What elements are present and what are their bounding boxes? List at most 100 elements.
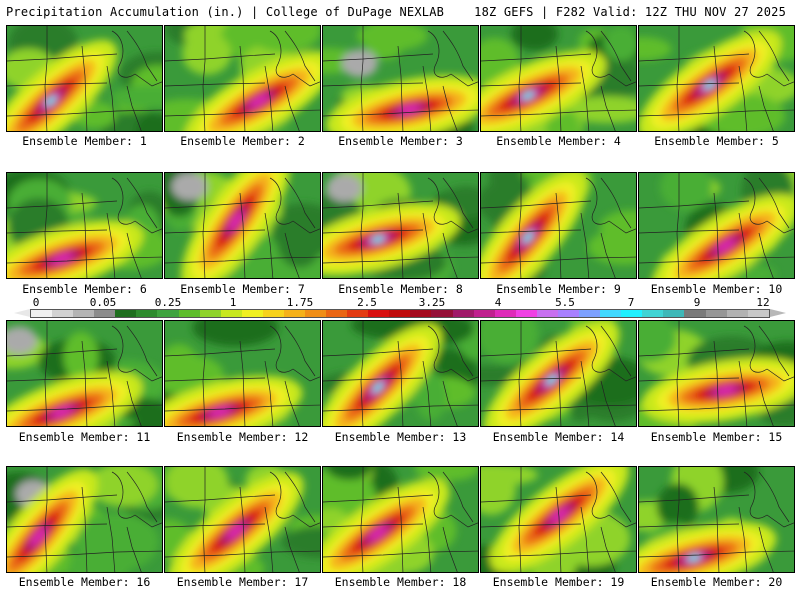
ensemble-member-map: [480, 466, 637, 573]
colorbar-swatch: [600, 310, 622, 317]
ensemble-member-label: Ensemble Member: 5: [654, 134, 779, 148]
colorbar-swatch: [136, 310, 158, 317]
colorbar-tick-label: 5.5: [555, 296, 575, 309]
colorbar-max-arrow: [770, 309, 786, 317]
ensemble-member-label: Ensemble Member: 9: [496, 282, 621, 296]
ensemble-member-label: Ensemble Member: 8: [338, 282, 463, 296]
colorbar-tick-label: 7: [627, 296, 635, 309]
colorbar-swatch: [52, 310, 74, 317]
ensemble-member-map: [322, 466, 479, 573]
colorbar-swatch: [157, 310, 179, 317]
precip-field: [639, 321, 794, 426]
precip-field: [481, 173, 636, 278]
ensemble-member-label: Ensemble Member: 12: [176, 430, 309, 444]
colorbar-swatch: [368, 310, 390, 317]
colorbar-swatch: [326, 310, 348, 317]
precip-field: [323, 26, 478, 131]
colorbar-swatch: [94, 310, 116, 317]
colorbar-swatch: [726, 310, 748, 317]
precip-field: [481, 467, 636, 572]
ensemble-member-label: Ensemble Member: 16: [18, 575, 151, 589]
colorbar-swatch: [579, 310, 601, 317]
ensemble-member-map: [322, 25, 479, 132]
ensemble-member-label: Ensemble Member: 6: [22, 282, 147, 296]
ensemble-member-map: [638, 25, 795, 132]
colorbar-swatch: [347, 310, 369, 317]
colorbar-swatch: [431, 310, 453, 317]
ensemble-member-map: [164, 25, 321, 132]
ensemble-member-map: [480, 172, 637, 279]
colorbar: [30, 309, 770, 318]
state-borders: [7, 321, 162, 426]
colorbar-swatch: [536, 310, 558, 317]
precip-field: [323, 173, 478, 278]
colorbar-tick-label: 0: [32, 296, 40, 309]
colorbar-swatch: [705, 310, 727, 317]
state-borders: [165, 26, 320, 131]
ensemble-member-label: Ensemble Member: 20: [650, 575, 783, 589]
ensemble-member-label: Ensemble Member: 19: [492, 575, 625, 589]
state-borders: [481, 321, 636, 426]
ensemble-member-label: Ensemble Member: 7: [180, 282, 305, 296]
colorbar-tick-label: 12: [756, 296, 770, 309]
colorbar-tick-label: 1.75: [286, 296, 314, 309]
colorbar-swatch: [199, 310, 221, 317]
state-borders: [639, 26, 794, 131]
chart-title: Precipitation Accumulation (in.) | Colle…: [6, 5, 445, 19]
colorbar-swatch: [747, 310, 769, 317]
state-borders: [7, 173, 162, 278]
ensemble-member-label: Ensemble Member: 18: [334, 575, 467, 589]
precip-field: [165, 467, 320, 572]
state-borders: [481, 173, 636, 278]
ensemble-member-label: Ensemble Member: 15: [650, 430, 783, 444]
precip-field: [481, 26, 636, 131]
ensemble-member-map: [638, 466, 795, 573]
colorbar-swatch: [642, 310, 664, 317]
ensemble-member-label: Ensemble Member: 3: [338, 134, 463, 148]
ensemble-member-map: [322, 172, 479, 279]
state-borders: [323, 173, 478, 278]
ensemble-member-map: [638, 320, 795, 427]
run-valid-time: 18Z GEFS | F282 Valid: 12Z THU NOV 27 20…: [474, 5, 786, 19]
colorbar-tick-label: 4: [494, 296, 502, 309]
colorbar-swatch: [410, 310, 432, 317]
ensemble-member-map: [6, 320, 163, 427]
state-borders: [639, 467, 794, 572]
state-borders: [481, 26, 636, 131]
state-borders: [165, 173, 320, 278]
colorbar-swatch: [684, 310, 706, 317]
ensemble-member-map: [164, 320, 321, 427]
colorbar-tick-label: 9: [693, 296, 701, 309]
ensemble-member-map: [6, 25, 163, 132]
colorbar-swatch: [515, 310, 537, 317]
ensemble-member-map: [164, 172, 321, 279]
ensemble-member-label: Ensemble Member: 17: [176, 575, 309, 589]
colorbar-tick-label: 0.25: [154, 296, 182, 309]
ensemble-member-label: Ensemble Member: 11: [18, 430, 151, 444]
colorbar-swatch: [557, 310, 580, 317]
ensemble-member-label: Ensemble Member: 10: [650, 282, 783, 296]
state-borders: [323, 321, 478, 426]
colorbar-tick-label: 2.5: [357, 296, 377, 309]
state-borders: [165, 467, 320, 572]
colorbar-min-arrow: [14, 309, 30, 317]
colorbar-tick-label: 3.25: [418, 296, 446, 309]
colorbar-swatch: [452, 310, 474, 317]
state-borders: [639, 173, 794, 278]
colorbar-swatch: [73, 310, 95, 317]
ensemble-member-label: Ensemble Member: 13: [334, 430, 467, 444]
ensemble-member-map: [480, 320, 637, 427]
ensemble-member-label: Ensemble Member: 14: [492, 430, 625, 444]
state-borders: [7, 467, 162, 572]
precip-field: [481, 321, 636, 426]
precip-field: [323, 321, 478, 426]
colorbar-swatch: [220, 310, 242, 317]
colorbar-swatch: [494, 310, 516, 317]
colorbar-swatch: [305, 310, 327, 317]
ensemble-member-map: [638, 172, 795, 279]
colorbar-swatch: [31, 310, 53, 317]
precip-field: [7, 173, 162, 278]
precip-field: [7, 26, 162, 131]
colorbar-swatch: [115, 310, 137, 317]
ensemble-member-label: Ensemble Member: 1: [22, 134, 147, 148]
